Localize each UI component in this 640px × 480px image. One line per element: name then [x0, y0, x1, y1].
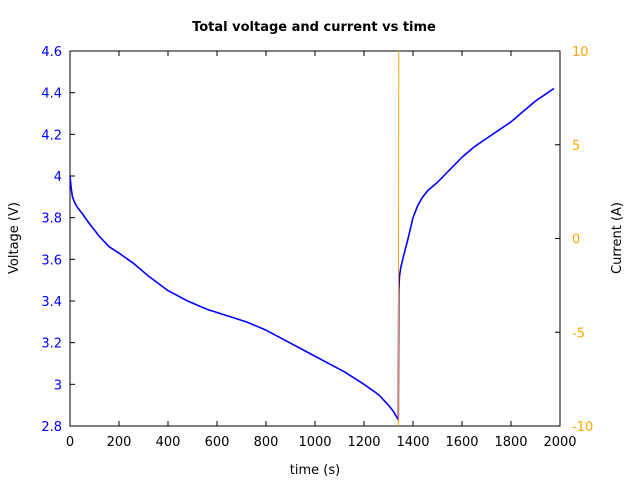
y-axis-left: 2.8 3 3.2 3.4 3.6 3.8 4 4.2 4.4 4.6: [41, 45, 75, 435]
x-tick-label: 1600: [445, 435, 478, 450]
plot-frame: [69, 50, 561, 427]
y-axis-right-label: Current (A): [610, 202, 625, 274]
x-tick-label: 1400: [396, 435, 429, 450]
x-tick-label: 1000: [298, 435, 331, 450]
x-tick-label: 1200: [347, 435, 380, 450]
y-right-tick-label: 0: [572, 233, 580, 248]
y-axis-right: -10 -5 0 5 10: [555, 45, 593, 435]
voltage-series-line: [69, 87, 555, 421]
x-tick-label: 200: [107, 435, 132, 450]
y-left-tick-label: 4.2: [41, 128, 62, 143]
x-axis-label: time (s): [290, 463, 340, 478]
x-tick-label: 0: [66, 435, 74, 450]
x-tick-label: 600: [205, 435, 230, 450]
x-axis: 0 200 400 600 800 1000 1200 1400 1600 1800 2000: [66, 51, 577, 450]
y-right-tick-label: 5: [572, 139, 580, 154]
x-tick-label: 2000: [543, 435, 576, 450]
y-left-tick-label: 4.6: [41, 45, 62, 60]
plot-area: [69, 50, 561, 427]
y-left-tick-label: 3.6: [41, 253, 62, 268]
x-tick-label: 400: [156, 435, 181, 450]
y-left-tick-label: 3.8: [41, 212, 62, 227]
y-right-tick-label: 10: [572, 45, 589, 60]
y-left-tick-label: 3: [54, 378, 62, 393]
y-left-tick-label: 3.2: [41, 337, 62, 352]
y-left-tick-label: 2.8: [41, 420, 62, 435]
y-axis-left-label: Voltage (V): [7, 202, 22, 274]
y-right-tick-label: -10: [572, 420, 593, 435]
x-tick-label: 1800: [494, 435, 527, 450]
series-layer: [69, 50, 555, 427]
chart-title: Total voltage and current vs time: [192, 20, 436, 35]
y-left-tick-label: 3.4: [41, 295, 62, 310]
y-right-tick-label: -5: [572, 326, 585, 341]
y-left-tick-label: 4.4: [41, 87, 62, 102]
y-left-tick-label: 4: [54, 170, 62, 185]
x-tick-label: 800: [254, 435, 279, 450]
